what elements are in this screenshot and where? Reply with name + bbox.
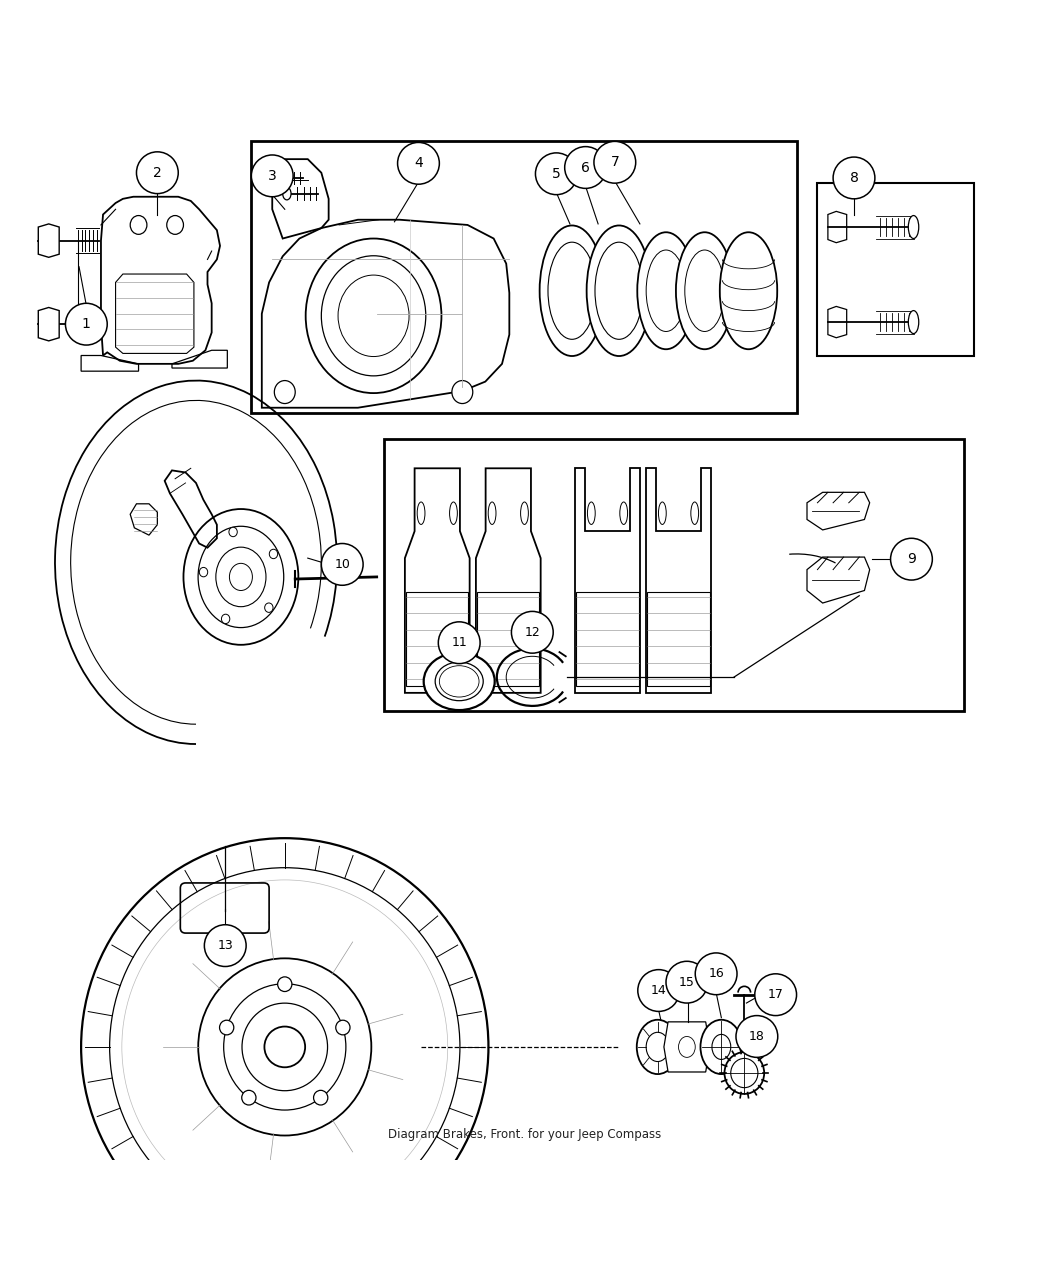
Ellipse shape [242, 1003, 328, 1090]
Ellipse shape [265, 1026, 306, 1067]
Circle shape [565, 147, 607, 189]
Ellipse shape [229, 528, 237, 537]
Ellipse shape [184, 509, 298, 645]
Ellipse shape [109, 868, 460, 1227]
Ellipse shape [435, 662, 483, 701]
Ellipse shape [219, 1020, 234, 1035]
Circle shape [205, 924, 246, 966]
Text: Diagram Brakes, Front. for your Jeep Compass: Diagram Brakes, Front. for your Jeep Com… [388, 1128, 662, 1141]
Text: 8: 8 [849, 171, 859, 185]
Text: 18: 18 [749, 1030, 764, 1043]
Ellipse shape [242, 1090, 256, 1105]
Ellipse shape [265, 603, 273, 612]
Circle shape [890, 538, 932, 580]
Circle shape [594, 142, 635, 184]
Ellipse shape [336, 1020, 350, 1035]
Ellipse shape [908, 311, 919, 334]
Circle shape [321, 543, 363, 585]
Polygon shape [664, 1021, 710, 1072]
Ellipse shape [314, 1090, 328, 1105]
Text: 14: 14 [651, 984, 667, 997]
Ellipse shape [277, 977, 292, 992]
Ellipse shape [720, 232, 777, 349]
Ellipse shape [637, 232, 695, 349]
Text: 17: 17 [768, 988, 783, 1001]
Text: 1: 1 [82, 317, 90, 332]
Ellipse shape [267, 172, 275, 184]
Ellipse shape [200, 567, 208, 576]
Ellipse shape [229, 564, 252, 590]
Text: 3: 3 [268, 168, 276, 182]
Ellipse shape [198, 527, 284, 627]
Ellipse shape [452, 380, 472, 404]
Ellipse shape [908, 215, 919, 238]
Text: 7: 7 [610, 156, 620, 170]
Ellipse shape [636, 1020, 678, 1074]
Ellipse shape [269, 550, 277, 558]
Ellipse shape [306, 238, 441, 393]
Text: 2: 2 [153, 166, 162, 180]
Circle shape [536, 153, 578, 195]
Ellipse shape [540, 226, 605, 356]
Ellipse shape [222, 615, 230, 623]
Circle shape [438, 622, 480, 663]
Circle shape [755, 974, 797, 1016]
Ellipse shape [167, 215, 184, 235]
Circle shape [251, 156, 293, 196]
Text: 5: 5 [552, 167, 561, 181]
Text: 10: 10 [334, 558, 350, 571]
Ellipse shape [646, 1033, 669, 1062]
Circle shape [736, 1016, 778, 1057]
Ellipse shape [676, 232, 733, 349]
Ellipse shape [224, 984, 345, 1111]
Ellipse shape [424, 653, 495, 710]
Ellipse shape [81, 838, 488, 1256]
Ellipse shape [274, 380, 295, 404]
Ellipse shape [731, 1058, 758, 1088]
Ellipse shape [282, 187, 291, 200]
Ellipse shape [724, 1052, 764, 1094]
Text: 13: 13 [217, 940, 233, 952]
Text: 15: 15 [679, 975, 695, 988]
Circle shape [637, 969, 679, 1011]
Text: 4: 4 [414, 157, 423, 171]
Circle shape [511, 612, 553, 653]
Ellipse shape [700, 1020, 742, 1074]
Ellipse shape [712, 1034, 731, 1060]
Text: 9: 9 [907, 552, 916, 566]
Ellipse shape [216, 547, 266, 607]
Text: 12: 12 [524, 626, 540, 639]
Ellipse shape [130, 215, 147, 235]
Polygon shape [38, 224, 59, 258]
Text: 6: 6 [581, 161, 590, 175]
Text: 16: 16 [709, 968, 724, 980]
Circle shape [398, 143, 439, 184]
Circle shape [833, 157, 875, 199]
Ellipse shape [198, 959, 372, 1136]
Ellipse shape [587, 226, 651, 356]
Circle shape [695, 952, 737, 994]
Text: 11: 11 [452, 636, 467, 649]
Circle shape [136, 152, 178, 194]
Circle shape [666, 961, 708, 1003]
Polygon shape [38, 307, 59, 340]
Circle shape [65, 303, 107, 346]
Ellipse shape [321, 256, 426, 376]
